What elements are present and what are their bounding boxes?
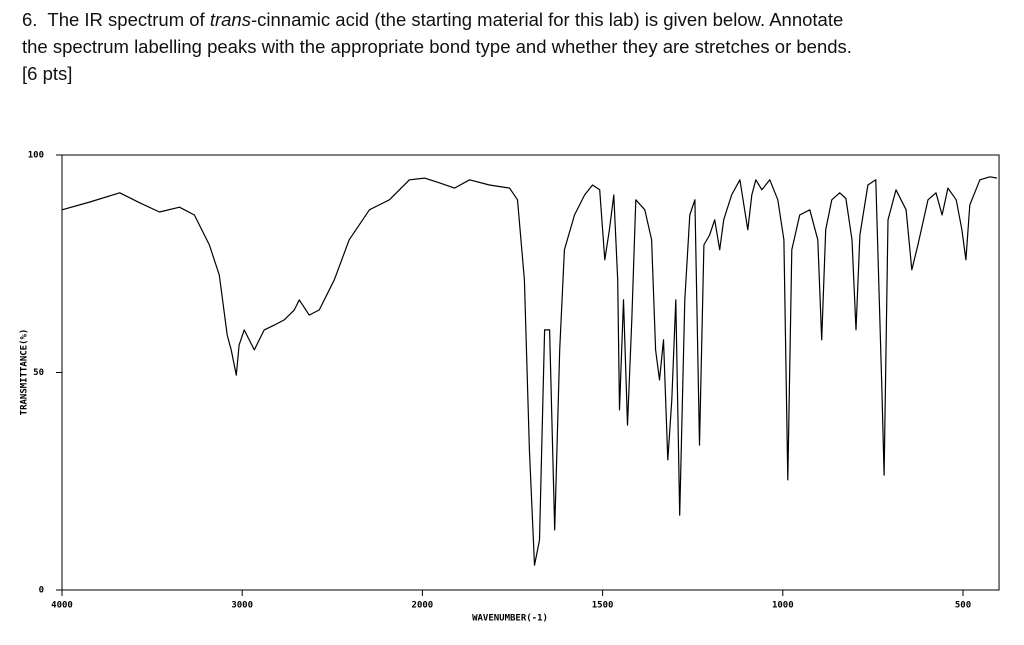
x-tick-label: 1500: [592, 601, 614, 611]
x-axis-title: WAVENUMBER(-1): [472, 614, 548, 624]
x-tick-label: 4000: [51, 601, 73, 611]
question-number: 6.: [22, 9, 38, 30]
question-text: -cinnamic acid (the starting material fo…: [250, 9, 844, 30]
y-tick-label: 50: [33, 368, 44, 378]
question-line: 6. The IR spectrum of trans-cinnamic aci…: [22, 6, 1012, 33]
spectrum-line: [61, 176, 998, 566]
plot-frame: [61, 154, 1000, 591]
x-tick-label: 2000: [412, 601, 434, 611]
x-tick-label: 3000: [231, 601, 253, 611]
question-italic: trans: [209, 9, 251, 30]
question-text: The IR spectrum of: [47, 9, 205, 30]
y-axis-title: TRANSMITTANCE(%): [20, 329, 30, 416]
y-tick-label: 0: [39, 586, 44, 596]
question-points: [6 pts]: [22, 63, 73, 84]
x-tick-label: 500: [955, 601, 971, 611]
question-line: the spectrum labelling peaks with the ap…: [22, 36, 852, 57]
x-tick-label: 1000: [772, 601, 794, 611]
y-tick-label: 100: [28, 151, 44, 161]
question: 6. The IR spectrum of trans-cinnamic aci…: [22, 6, 1012, 87]
